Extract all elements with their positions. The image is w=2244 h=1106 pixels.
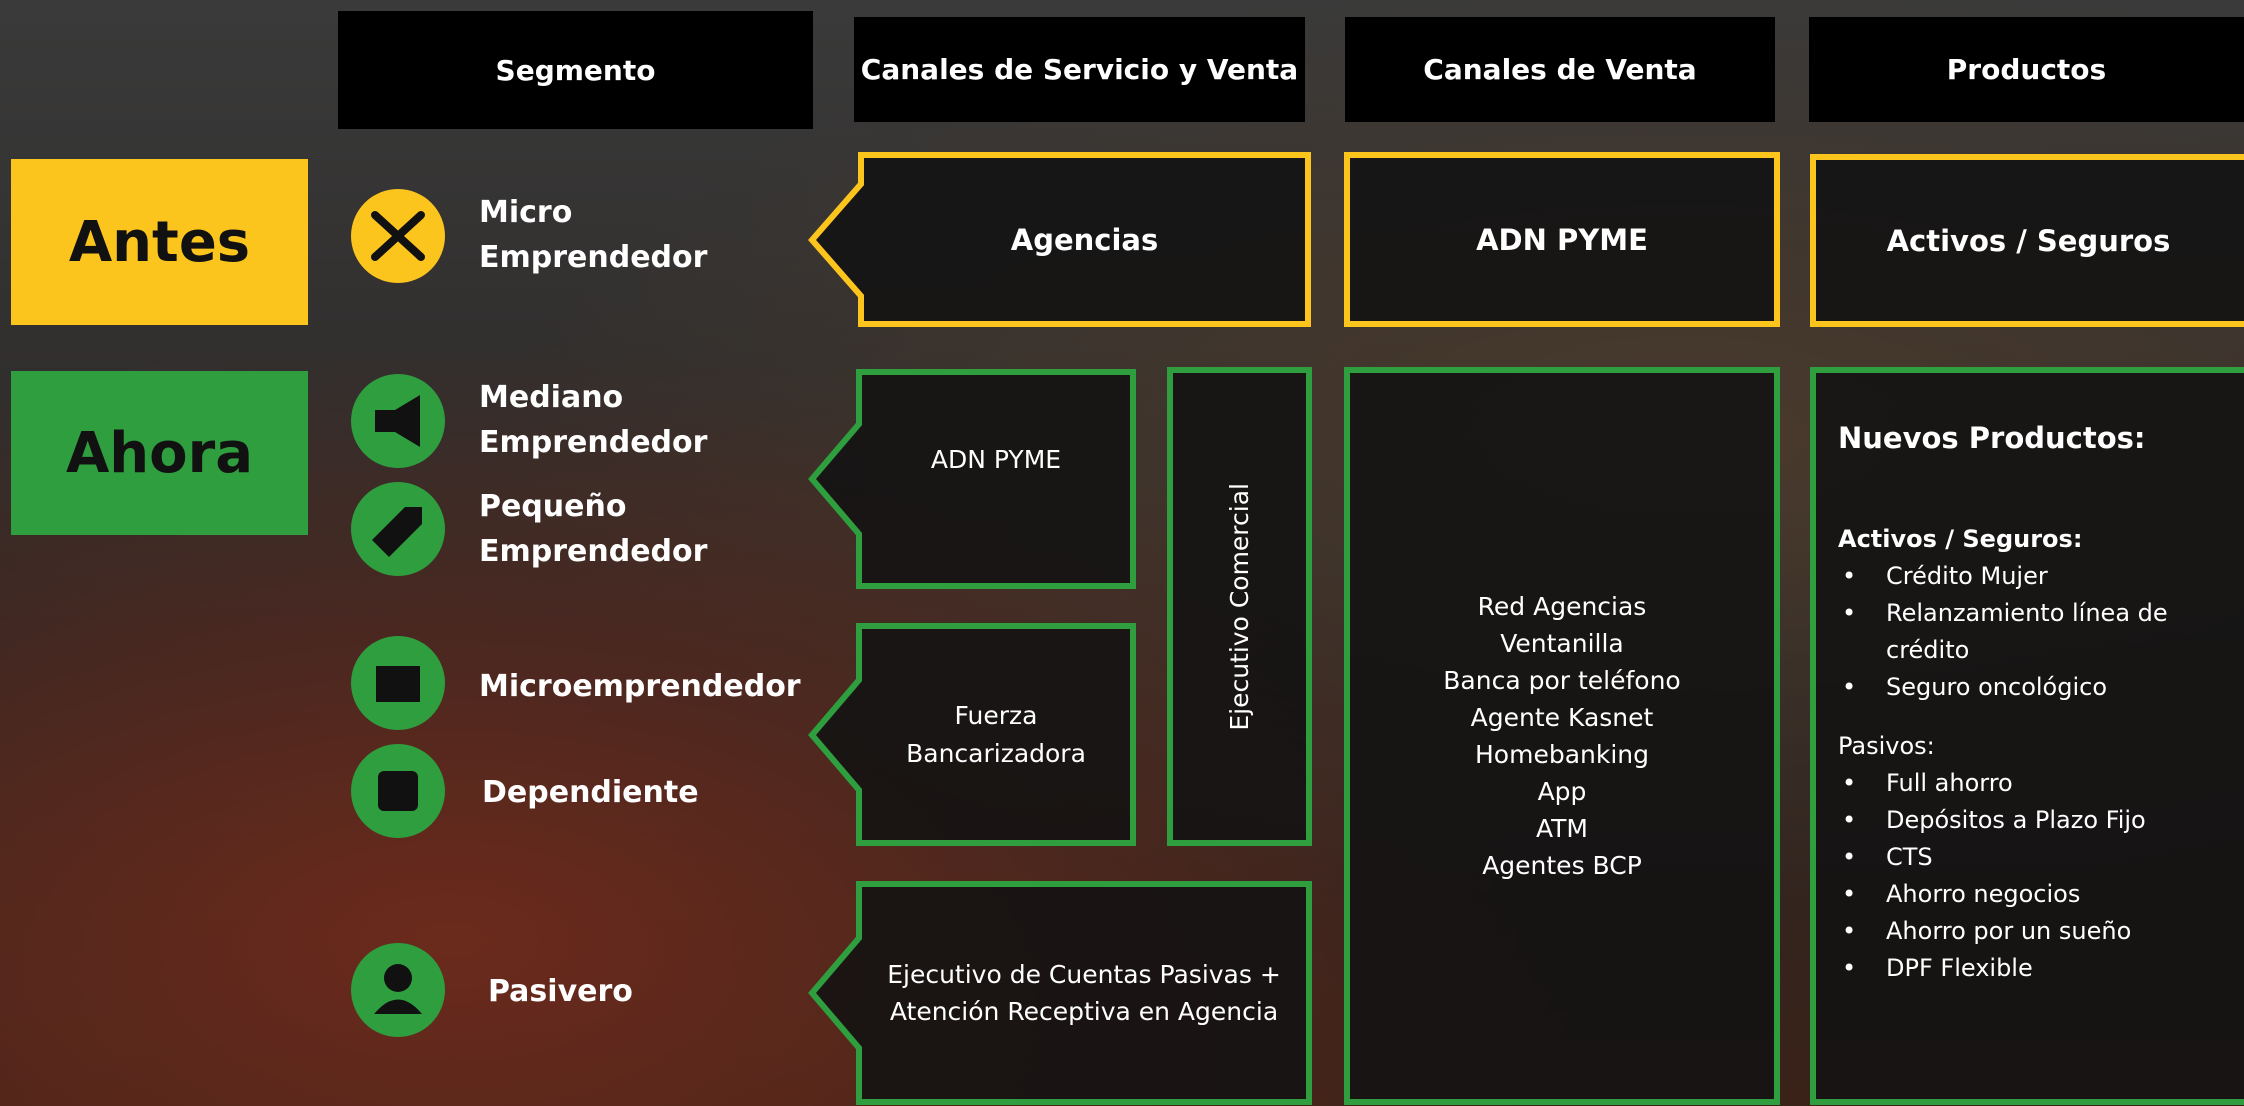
- icon-glyph: [372, 507, 422, 557]
- icon-glyph: [384, 964, 412, 992]
- arrow-box: [808, 152, 1311, 327]
- text: Fuerza Bancarizadora: [906, 701, 1086, 768]
- segment: Mediano Emprendedor: [479, 380, 708, 460]
- segment: Micro Emprendedor: [479, 195, 708, 275]
- header: Productos: [1809, 17, 2244, 122]
- sales-channel: ATM: [1535, 814, 1588, 843]
- products-panel: Nuevos Productos: Activos / Seguros: Cré…: [1838, 420, 2238, 987]
- product-list: Full ahorro Depósitos a Plazo Fijo CTS A…: [1838, 765, 2238, 987]
- product-item: Relanzamiento línea de crédito: [1842, 595, 2238, 669]
- product-item: Seguro oncológico: [1842, 669, 2238, 706]
- header: Segmento: [338, 11, 813, 129]
- sales-channel: Red Agencias: [1477, 592, 1647, 621]
- box: [1167, 367, 1312, 846]
- product: Activos / Seguros: [1886, 223, 2171, 258]
- product-item: Ahorro por un sueño: [1842, 913, 2238, 950]
- service-channel: Fuerza Bancarizadora: [859, 626, 1133, 843]
- sales-channel: App: [1537, 777, 1587, 806]
- box: [1344, 367, 1780, 1105]
- group-name: Pasivos:: [1838, 732, 1935, 760]
- sales-channel: Homebanking: [1475, 740, 1649, 769]
- icon-glyph: [374, 999, 422, 1014]
- product-item: CTS: [1842, 839, 2238, 876]
- text: Ejecutivo de Cuentas Pasivas + Atención …: [887, 959, 1281, 1027]
- header: Canales de Servicio y Venta: [854, 17, 1305, 122]
- sales-channel-list: Red Agencias Ventanilla Banca por teléfo…: [1347, 588, 1777, 884]
- sales-channel: ADN PYME: [1476, 222, 1648, 257]
- service-executive: Ejecutivo Comercial: [1170, 370, 1309, 843]
- segment: Microemprendedor: [479, 669, 801, 704]
- sales-channel: Agentes BCP: [1482, 851, 1642, 880]
- icon-glyph: [371, 211, 425, 261]
- row-label: Antes: [11, 159, 308, 325]
- sales-channel: Banca por teléfono: [1443, 666, 1681, 695]
- group-name: Activos / Seguros:: [1838, 525, 2083, 553]
- product-item: Crédito Mujer: [1842, 558, 2238, 595]
- box: [1344, 152, 1780, 327]
- icon-glyph: [376, 666, 420, 702]
- sales-channel: Ventanilla: [1500, 629, 1624, 658]
- header: Canales de Venta: [1345, 17, 1775, 122]
- box: [1810, 154, 2244, 327]
- sales-channel: Agente Kasnet: [1470, 703, 1654, 732]
- icon-glyph: [378, 771, 418, 811]
- segment: Dependiente: [482, 775, 699, 810]
- icon-glyph: [375, 395, 420, 447]
- segment: Pasivero: [488, 974, 633, 1009]
- products-title: Nuevos Productos:: [1838, 421, 2146, 455]
- arrow-box: [808, 881, 1312, 1105]
- segment: Pequeño Emprendedor: [479, 489, 708, 569]
- arrow-box: [808, 623, 1136, 846]
- product-item: DPF Flexible: [1842, 950, 2238, 987]
- product-item: Ahorro negocios: [1842, 876, 2238, 913]
- service-channel: ADN PYME: [930, 444, 1062, 474]
- service-channel: Ejecutivo de Cuentas Pasivas + Atención …: [859, 884, 1309, 1102]
- arrow-box: [808, 369, 1136, 589]
- icons: [351, 189, 445, 1037]
- service-channel: Agencias: [1010, 222, 1159, 257]
- product-list: Crédito Mujer Relanzamiento línea de cré…: [1838, 558, 2238, 706]
- row-label: Ahora: [11, 371, 308, 535]
- product-item: Depósitos a Plazo Fijo: [1842, 802, 2238, 839]
- product-item: Full ahorro: [1842, 765, 2238, 802]
- text: Ejecutivo Comercial: [1225, 482, 1254, 731]
